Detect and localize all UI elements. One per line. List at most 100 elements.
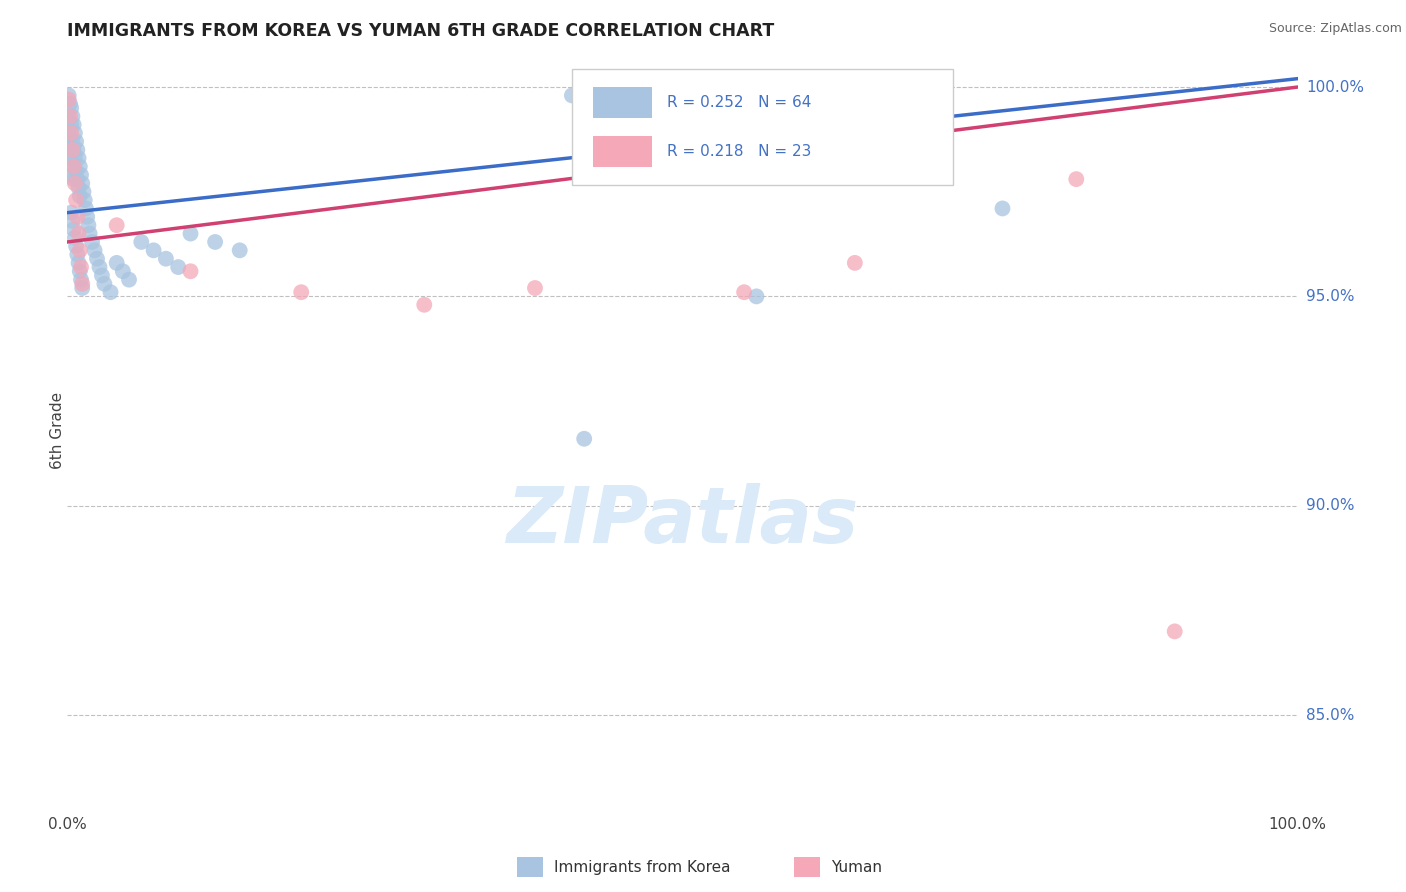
Point bbox=[67, 256, 90, 270]
Text: 100.0%: 100.0% bbox=[1306, 79, 1364, 95]
Point bbox=[1066, 172, 1088, 186]
Point bbox=[83, 244, 105, 258]
Point bbox=[70, 281, 93, 295]
Point bbox=[228, 244, 252, 258]
FancyBboxPatch shape bbox=[572, 69, 953, 186]
Point bbox=[60, 126, 83, 140]
Point bbox=[90, 268, 114, 283]
Point bbox=[65, 135, 87, 149]
Text: Yuman: Yuman bbox=[831, 860, 882, 874]
Point bbox=[70, 168, 93, 182]
Point bbox=[67, 180, 90, 194]
Point bbox=[62, 222, 84, 236]
Point bbox=[180, 264, 202, 278]
Point bbox=[62, 143, 84, 157]
Point bbox=[67, 151, 90, 165]
Point bbox=[63, 151, 86, 165]
Point bbox=[991, 202, 1014, 216]
Point bbox=[63, 177, 86, 191]
Point bbox=[58, 113, 80, 128]
Point bbox=[62, 160, 84, 174]
Point bbox=[1164, 624, 1187, 639]
Y-axis label: 6th Grade: 6th Grade bbox=[49, 392, 65, 469]
Text: Immigrants from Korea: Immigrants from Korea bbox=[554, 860, 731, 874]
Point bbox=[60, 118, 83, 132]
Point bbox=[66, 143, 89, 157]
Point bbox=[105, 256, 128, 270]
Point bbox=[76, 210, 98, 224]
Text: 90.0%: 90.0% bbox=[1306, 499, 1354, 513]
Point bbox=[66, 210, 89, 224]
Point bbox=[70, 272, 93, 286]
Text: R = 0.252   N = 64: R = 0.252 N = 64 bbox=[666, 95, 811, 110]
Point bbox=[63, 231, 86, 245]
Point bbox=[70, 277, 93, 291]
Point bbox=[62, 109, 84, 123]
Point bbox=[66, 247, 89, 261]
Point bbox=[59, 130, 82, 145]
Text: IMMIGRANTS FROM KOREA VS YUMAN 6TH GRADE CORRELATION CHART: IMMIGRANTS FROM KOREA VS YUMAN 6TH GRADE… bbox=[67, 22, 775, 40]
Point bbox=[93, 277, 115, 291]
Bar bbox=[593, 87, 652, 119]
Point bbox=[696, 109, 718, 123]
Text: ZIPatlas: ZIPatlas bbox=[506, 483, 859, 559]
Point bbox=[142, 244, 165, 258]
Point bbox=[290, 285, 312, 300]
Bar bbox=[593, 136, 652, 168]
Point bbox=[69, 160, 91, 174]
Point bbox=[62, 143, 84, 157]
Point bbox=[58, 93, 80, 107]
Point bbox=[89, 260, 111, 274]
Text: 85.0%: 85.0% bbox=[1306, 707, 1354, 723]
Text: R = 0.218   N = 23: R = 0.218 N = 23 bbox=[666, 144, 811, 159]
Point bbox=[59, 109, 82, 123]
Point bbox=[413, 298, 436, 312]
Point bbox=[100, 285, 122, 300]
Point bbox=[59, 151, 82, 165]
Point bbox=[561, 88, 583, 103]
Point bbox=[111, 264, 134, 278]
Point bbox=[523, 281, 546, 295]
Point bbox=[79, 227, 101, 241]
Point bbox=[59, 96, 82, 111]
Point bbox=[62, 160, 84, 174]
Point bbox=[574, 432, 596, 446]
Point bbox=[66, 172, 89, 186]
Point bbox=[105, 218, 128, 232]
Point bbox=[73, 193, 96, 207]
Point bbox=[72, 185, 94, 199]
Point bbox=[60, 101, 83, 115]
Point bbox=[77, 218, 100, 232]
Point bbox=[65, 163, 87, 178]
Point bbox=[69, 189, 91, 203]
Point bbox=[65, 193, 87, 207]
Text: Source: ZipAtlas.com: Source: ZipAtlas.com bbox=[1268, 22, 1402, 36]
Point bbox=[62, 118, 84, 132]
Point bbox=[204, 235, 226, 249]
Point bbox=[62, 172, 84, 186]
Point bbox=[86, 252, 108, 266]
Point bbox=[60, 168, 83, 182]
Point bbox=[60, 138, 83, 153]
Point bbox=[129, 235, 153, 249]
Point bbox=[745, 289, 768, 303]
Point bbox=[70, 177, 93, 191]
Point bbox=[69, 244, 91, 258]
Point bbox=[62, 214, 84, 228]
Point bbox=[75, 202, 97, 216]
Point bbox=[70, 260, 93, 274]
Point bbox=[598, 143, 620, 157]
Point bbox=[65, 239, 87, 253]
Point bbox=[155, 252, 177, 266]
Point bbox=[58, 88, 80, 103]
Point bbox=[67, 227, 90, 241]
Point bbox=[60, 205, 83, 219]
Text: 95.0%: 95.0% bbox=[1306, 289, 1354, 304]
Point bbox=[69, 264, 91, 278]
Point bbox=[118, 272, 141, 286]
Point bbox=[733, 285, 755, 300]
Point bbox=[63, 126, 86, 140]
Point bbox=[82, 235, 104, 249]
Point bbox=[62, 135, 84, 149]
Point bbox=[167, 260, 190, 274]
